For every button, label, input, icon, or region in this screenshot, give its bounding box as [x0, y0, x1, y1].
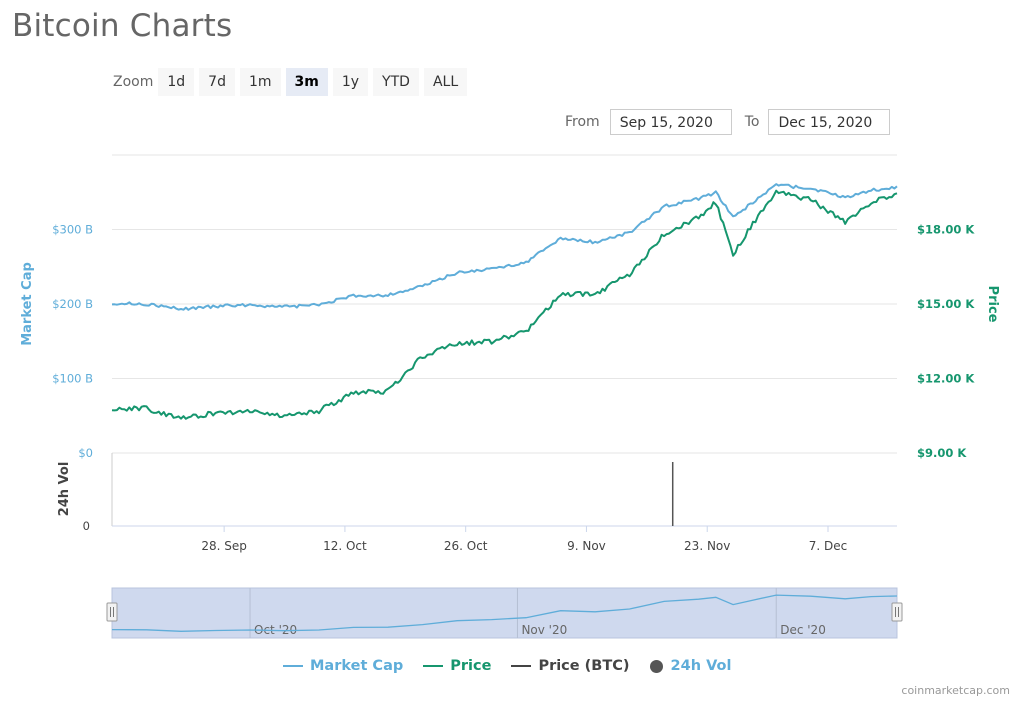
market-cap-tick-label: $300 B [52, 223, 93, 237]
x-tick-label: 28. Sep [201, 539, 247, 553]
navigator-left-handle[interactable] [106, 602, 118, 622]
market-cap-line [111, 183, 898, 311]
market-cap-tick-label: $0 [78, 446, 93, 460]
zoom-selector: Zoom 1d 7d 1m 3m 1y YTD ALL [113, 68, 472, 96]
volume-axis-title: 24h Vol [57, 462, 72, 517]
legend-market-cap[interactable]: Market Cap [283, 658, 403, 674]
market-cap-tick-label: $200 B [52, 297, 93, 311]
grid-lines [112, 154, 897, 454]
legend-price-btc-label: Price (BTC) [538, 658, 630, 674]
zoom-1d-button[interactable]: 1d [158, 68, 195, 96]
navigator-month-label: Dec '20 [780, 623, 826, 637]
x-axis: 28. Sep 12. Oct 26. Oct 9. Nov 23. Nov 7. Dec [201, 526, 847, 553]
market-cap-tick-label: $100 B [52, 372, 93, 386]
x-tick-label: 9. Nov [567, 539, 606, 553]
to-date-input[interactable]: Dec 15, 2020 [768, 109, 891, 135]
date-range: From Sep 15, 2020 To Dec 15, 2020 [565, 109, 891, 135]
series-lines [111, 183, 898, 420]
legend-24h-vol-label: 24h Vol [670, 658, 732, 674]
zoom-label: Zoom [113, 74, 154, 90]
zoom-ytd-button[interactable]: YTD [373, 68, 419, 96]
legend-price-btc[interactable]: Price (BTC) [511, 658, 630, 674]
market-cap-swatch [283, 665, 303, 667]
legend-price[interactable]: Price [423, 658, 491, 674]
zoom-3m-button[interactable]: 3m [285, 68, 328, 96]
price-axis: $9.00 K $12.00 K $15.00 K $18.00 K Price [917, 223, 1000, 461]
volume-tick-label: 0 [83, 519, 90, 533]
price-tick-label: $18.00 K [917, 223, 975, 237]
price-tick-label: $12.00 K [917, 372, 975, 386]
price-tick-label: $15.00 K [917, 297, 975, 311]
x-tick-label: 12. Oct [323, 539, 367, 553]
navigator-line [111, 594, 898, 632]
to-label: To [744, 114, 760, 130]
price-swatch [423, 665, 444, 667]
volume-dot-icon [649, 659, 663, 673]
from-label: From [565, 114, 600, 130]
from-date-input[interactable]: Sep 15, 2020 [609, 109, 732, 135]
x-tick-label: 7. Dec [809, 539, 847, 553]
credit-text: coinmarketcap.com [901, 684, 1010, 697]
price-axis-title: Price [985, 286, 1000, 323]
zoom-1y-button[interactable]: 1y [332, 68, 369, 96]
navigator-month-label: Nov '20 [521, 623, 567, 637]
page-title: Bitcoin Charts [12, 8, 233, 44]
price-tick-label: $9.00 K [917, 446, 967, 460]
legend-market-cap-label: Market Cap [310, 658, 404, 674]
navigator: Oct '20 Nov '20 Dec '20 [106, 587, 903, 639]
zoom-all-button[interactable]: ALL [423, 68, 468, 96]
volume-panel: 24h Vol 0 [57, 453, 897, 533]
market-cap-axis-title: Market Cap [20, 262, 35, 346]
legend-24h-vol[interactable]: 24h Vol [649, 658, 732, 674]
legend-price-label: Price [450, 658, 492, 674]
chart-legend: Market Cap Price Price (BTC) 24h Vol [283, 658, 751, 674]
price-btc-swatch [511, 665, 532, 667]
navigator-right-handle[interactable] [891, 602, 903, 622]
x-tick-label: 23. Nov [684, 539, 730, 553]
price-line [111, 189, 898, 420]
zoom-1m-button[interactable]: 1m [239, 68, 281, 96]
x-tick-label: 26. Oct [444, 539, 488, 553]
zoom-7d-button[interactable]: 7d [199, 68, 235, 96]
market-cap-axis: $0 $100 B $200 B $300 B Market Cap [20, 223, 93, 461]
